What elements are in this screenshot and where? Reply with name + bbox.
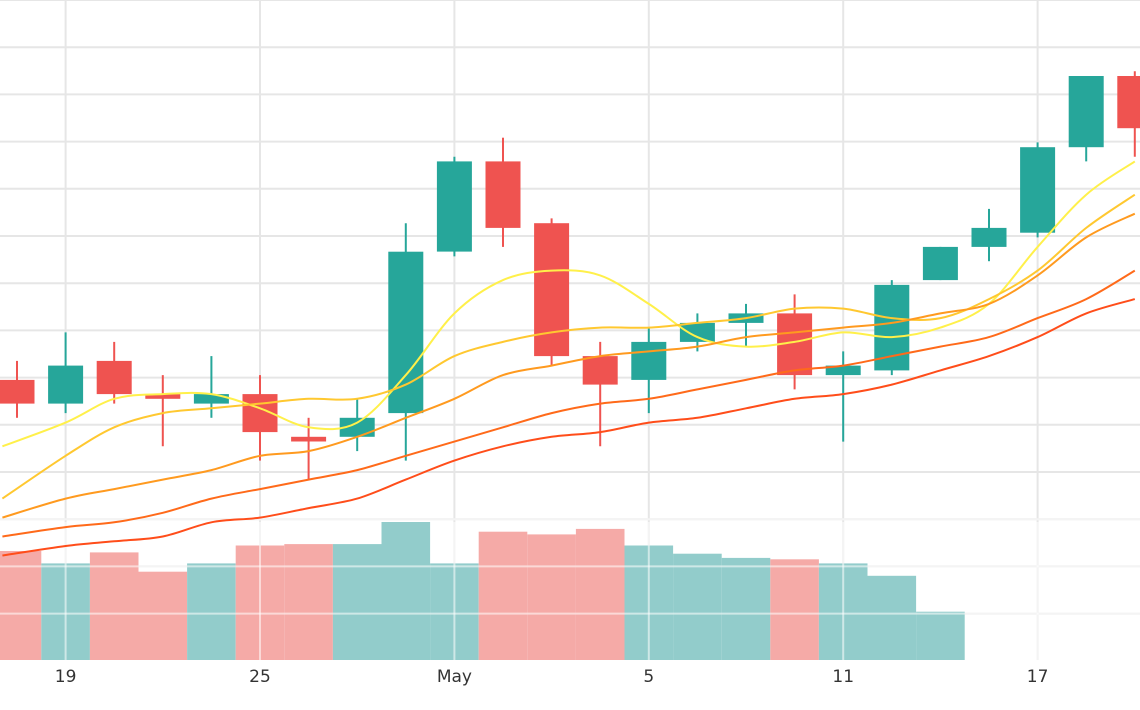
volume-bar — [187, 563, 236, 660]
candle — [436, 156, 472, 257]
moving-average-line — [2, 269, 1136, 538]
moving-average-line — [2, 298, 1136, 557]
volume-bar — [867, 575, 917, 660]
candle-body — [631, 341, 667, 380]
candle-body — [0, 379, 35, 404]
x-tick-label: 11 — [832, 667, 854, 687]
moving-average-line — [1, 193, 1136, 500]
candle — [582, 341, 618, 447]
moving-average-line — [2, 160, 1136, 448]
volume-bar — [138, 571, 188, 660]
volume-bar — [0, 551, 42, 660]
candle-body — [582, 356, 618, 385]
volume-bar — [527, 534, 576, 660]
candle-body — [1117, 76, 1140, 129]
candle — [1020, 142, 1056, 238]
x-tick-label: 5 — [643, 667, 654, 687]
candle-body — [291, 436, 327, 442]
candle-body — [96, 360, 132, 395]
candle-body — [825, 365, 861, 376]
candle — [1117, 71, 1140, 157]
candle — [1068, 76, 1104, 162]
candle — [679, 313, 715, 352]
candle-body — [145, 394, 181, 399]
volume-bar — [478, 531, 528, 660]
volume-bar — [332, 544, 382, 660]
candle — [874, 280, 910, 376]
candle-body — [922, 246, 958, 281]
volume-bar — [721, 557, 771, 660]
candle-body — [48, 365, 84, 404]
volume-bars — [0, 518, 1140, 660]
candle-body — [1020, 147, 1056, 233]
candle-body — [193, 394, 229, 404]
candle — [48, 332, 84, 414]
candles — [0, 71, 1140, 480]
volume-bar — [89, 552, 139, 660]
candle — [534, 218, 570, 366]
x-tick-label: 19 — [55, 667, 77, 687]
candle — [922, 246, 958, 281]
candle — [242, 375, 278, 461]
candle-body — [874, 284, 910, 371]
x-tick-label: 25 — [249, 667, 271, 687]
candle-body — [1068, 76, 1104, 148]
candle-body — [971, 227, 1007, 247]
candle — [485, 137, 521, 247]
candle — [145, 375, 181, 447]
candle-body — [485, 161, 521, 228]
candle — [631, 327, 667, 414]
candle — [96, 341, 132, 404]
candle — [0, 360, 35, 418]
candle-body — [534, 223, 570, 357]
candle-body — [679, 322, 715, 342]
volume-bar — [575, 528, 625, 660]
candle — [339, 398, 375, 452]
candle-body — [388, 251, 424, 414]
candle-body — [339, 417, 375, 437]
volume-bar — [673, 553, 722, 660]
moving-average-line — [2, 212, 1136, 519]
volume-bar — [381, 522, 431, 660]
x-tick-label: May — [437, 667, 472, 687]
candle-body — [436, 161, 472, 252]
candle — [388, 223, 424, 461]
x-axis: 19 25 May 5 11 17 — [55, 667, 1049, 687]
candle — [971, 208, 1007, 262]
volume-bar — [284, 544, 333, 660]
moving-average-lines — [1, 160, 1136, 557]
volume-bar — [770, 559, 819, 660]
volume-bar — [916, 611, 965, 660]
x-tick-label: 17 — [1027, 667, 1049, 687]
